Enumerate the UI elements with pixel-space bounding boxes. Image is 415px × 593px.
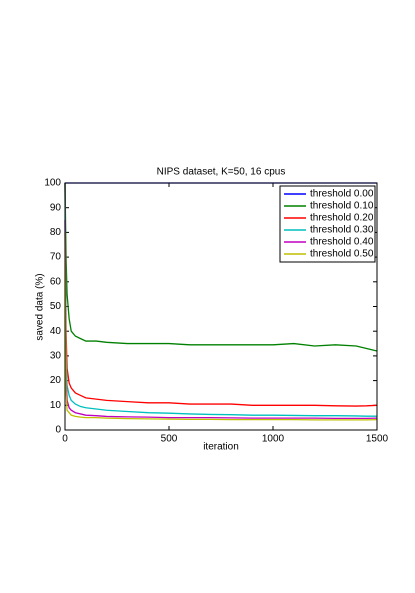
legend-box	[279, 185, 376, 263]
legend-label: threshold 0.40	[310, 237, 374, 248]
x-tick-label: 0	[62, 434, 68, 445]
y-tick-label: 40	[50, 326, 62, 337]
legend-label: threshold 0.30	[310, 225, 374, 236]
x-tick-label: 500	[161, 434, 178, 445]
y-tick-label: 70	[50, 252, 62, 263]
legend-label: threshold 0.00	[310, 189, 374, 200]
legend-label: threshold 0.20	[310, 213, 374, 224]
y-tick-label: 0	[55, 425, 61, 436]
legend-label: threshold 0.50	[310, 249, 374, 260]
y-tick-label: 100	[44, 178, 61, 189]
axes-box	[64, 182, 378, 431]
y-tick-label: 60	[50, 276, 62, 287]
legend-label: threshold 0.10	[310, 201, 374, 212]
y-tick-label: 30	[50, 351, 62, 362]
y-tick-label: 80	[50, 227, 62, 238]
y-axis-label: saved data (%)	[35, 273, 46, 340]
chart-title: NIPS dataset, K=50, 16 cpus	[157, 167, 286, 178]
y-tick-label: 20	[50, 375, 62, 386]
y-tick-label: 10	[50, 400, 62, 411]
x-tick-label: 1500	[366, 434, 389, 445]
data-line	[64, 232, 378, 421]
data-line	[64, 182, 378, 352]
data-line	[64, 182, 377, 417]
x-axis-label: iteration	[203, 442, 239, 453]
x-tick-label: 1000	[262, 434, 285, 445]
y-tick-label: 50	[50, 301, 62, 312]
data-line	[64, 220, 378, 420]
data-line	[64, 182, 378, 407]
y-tick-label: 90	[50, 202, 62, 213]
